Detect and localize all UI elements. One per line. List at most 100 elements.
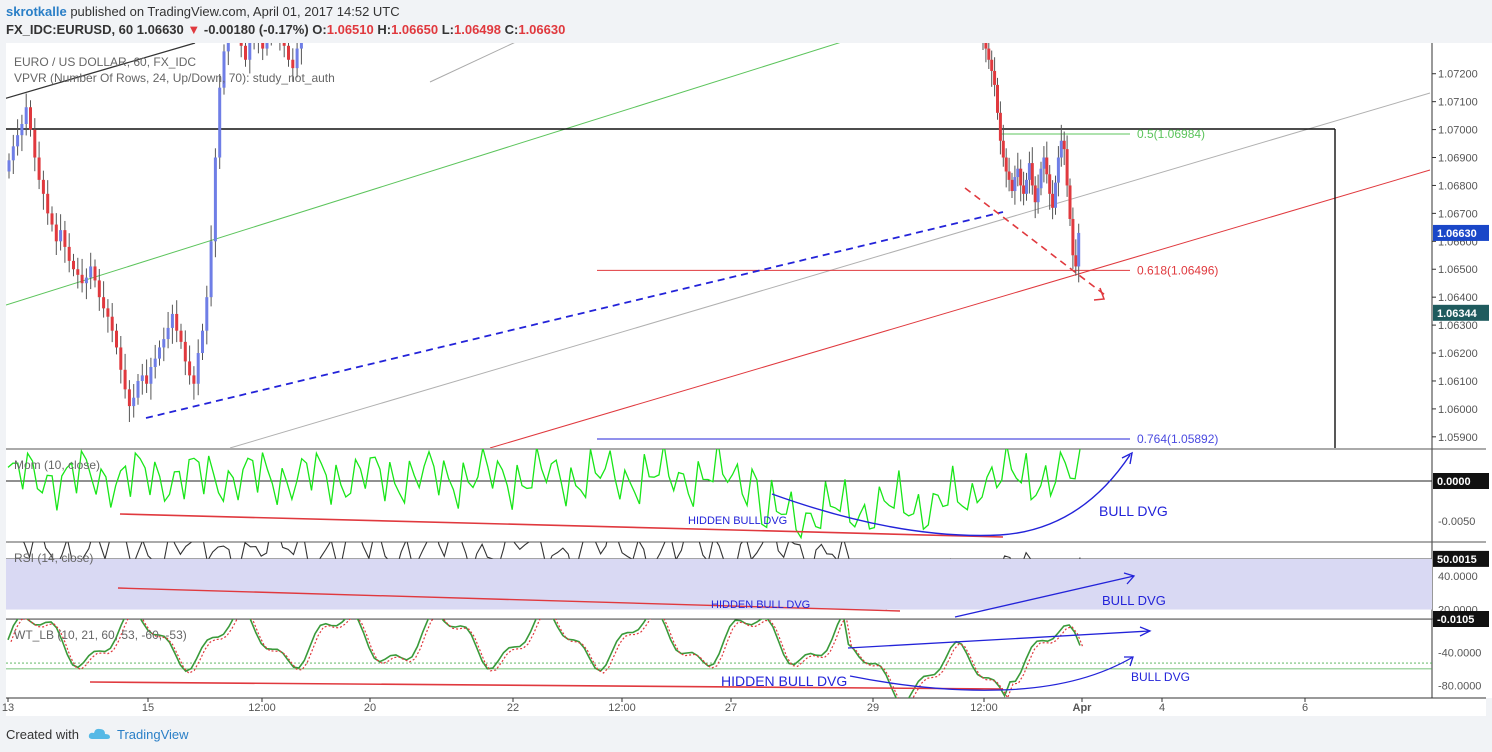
candle-body: [1022, 185, 1026, 194]
author-name[interactable]: skrotkalle: [6, 4, 67, 19]
candle-body: [80, 274, 84, 284]
study-title: VPVR (Number Of Rows, 24, Up/Down, 70): …: [14, 71, 335, 85]
candle-body: [54, 224, 58, 242]
time-tick-label: 4: [1159, 702, 1165, 714]
time-tick-label: 29: [867, 702, 879, 714]
rsi-title: RSI (14, close): [14, 551, 93, 565]
tradingview-cloud-icon[interactable]: [88, 726, 112, 742]
candle-body: [1010, 179, 1014, 192]
time-tick-label: 20: [364, 702, 376, 714]
candle-body: [170, 313, 174, 328]
price-pane: [6, 42, 1431, 448]
candle-body: [175, 313, 179, 331]
rsi-hidden-divergence-line: [117, 587, 901, 612]
candle-body: [50, 213, 54, 225]
candle-body: [1059, 140, 1063, 158]
price-tag-box: [1433, 224, 1489, 241]
candle-body: [72, 260, 75, 270]
candle-body: [996, 84, 999, 113]
low-value: 1.06498: [454, 22, 501, 37]
candle-body: [102, 297, 106, 309]
low-label: L:: [441, 22, 454, 37]
candle-body: [205, 297, 209, 331]
candle-body: [24, 107, 28, 124]
rsi-band: [6, 558, 1432, 610]
candle-body: [1039, 168, 1043, 189]
candle-body: [226, 43, 230, 52]
time-tick-label: 27: [725, 702, 737, 714]
price-tick-label: 1.07100: [1438, 97, 1478, 109]
candle-body: [41, 179, 45, 194]
dashed-support-line: [145, 211, 1004, 419]
candle-body: [1016, 168, 1020, 178]
candle-body: [63, 230, 67, 247]
wt-hidden-divergence-line: [89, 681, 1004, 690]
candle-body: [188, 361, 192, 376]
candle-body: [11, 146, 15, 161]
candle-body: [222, 51, 226, 88]
candle-body: [84, 277, 88, 284]
tradingview-brand[interactable]: TradingView: [117, 727, 189, 742]
candle-body: [145, 375, 149, 384]
rsi-bull-divergence-line: [954, 575, 1135, 618]
candle-body: [16, 135, 20, 147]
price-tag-label: 1.06630: [1437, 228, 1477, 240]
time-tick-label: 12:00: [248, 702, 276, 714]
candle-body: [179, 330, 183, 342]
price-tag-label: 1.06344: [1437, 308, 1478, 320]
candle-body: [287, 45, 290, 60]
candle-body: [1048, 174, 1052, 194]
wt-bull-dvg-label: BULL DVG: [1131, 670, 1190, 684]
candle-body: [218, 87, 222, 158]
candle-body: [123, 369, 127, 390]
momentum-tick-label: -0.0050: [1438, 516, 1475, 528]
wavetrend-pane: [6, 619, 1432, 698]
dashed-projection-line: [964, 187, 1106, 296]
open-label: O:: [312, 22, 327, 37]
price-tick-label: 1.06100: [1438, 376, 1478, 388]
price-change: -0.00180 (-0.17%): [203, 22, 309, 37]
price-tick-label: 1.06500: [1438, 264, 1478, 276]
candle-body: [192, 375, 196, 384]
candle-body: [1077, 232, 1081, 267]
candle-body: [183, 341, 187, 362]
time-tick-label: 15: [142, 702, 154, 714]
candle-body: [282, 43, 286, 46]
candle-body: [1056, 157, 1060, 183]
arrow-head-icon: [1124, 656, 1134, 667]
time-tick-label: 13: [2, 702, 14, 714]
candle-body: [162, 339, 166, 348]
momentum-title: Mom (10, close): [14, 458, 100, 472]
candle-body: [1054, 182, 1057, 208]
candle-body: [1013, 177, 1017, 192]
candle-body: [1004, 157, 1008, 172]
chart-canvas[interactable]: 1.07200 1.07100 1.07000 1.06900 1.06800 1.067…: [0, 42, 1492, 718]
gray-short-line: [429, 43, 515, 83]
candle-body: [1065, 149, 1069, 186]
momentum-tag-label: 0.0000: [1437, 476, 1471, 488]
candle-body: [149, 367, 153, 384]
last-price: 1.06630: [136, 22, 184, 37]
candle-body: [1051, 193, 1055, 208]
candle-body: [110, 316, 114, 331]
price-tag-box: [1433, 304, 1489, 321]
arrow-head-icon: [1139, 626, 1152, 637]
price-tick-label: 1.05900: [1438, 432, 1478, 444]
candle-body: [67, 246, 71, 261]
fib-level-label: 0.618(1.06496): [1137, 263, 1218, 277]
candle-body: [1074, 255, 1078, 267]
candle-body: [132, 397, 136, 407]
time-tick-label: 22: [507, 702, 519, 714]
price-tick-label: 1.06000: [1438, 404, 1478, 416]
candle-body: [291, 59, 295, 69]
candle-body: [1007, 171, 1011, 180]
candle-body: [158, 347, 161, 359]
candle-body: [201, 330, 204, 354]
candle-body: [1068, 185, 1072, 219]
wt-tick-label: -80.0000: [1438, 681, 1481, 693]
price-axis-background: [1432, 43, 1492, 698]
candle-body: [239, 43, 243, 46]
time-tick-label: 6: [1302, 702, 1308, 714]
candle-body: [982, 42, 985, 43]
candle-body: [106, 308, 110, 317]
